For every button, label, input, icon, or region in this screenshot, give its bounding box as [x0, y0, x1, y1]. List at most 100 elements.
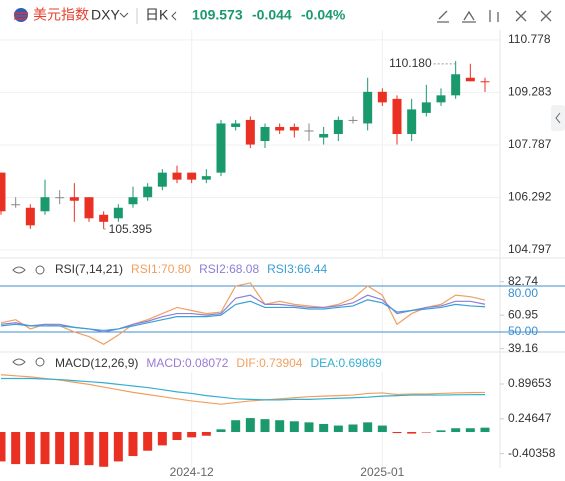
macd-bar: [187, 431, 197, 438]
macd-bar: [157, 431, 167, 446]
close-icon[interactable]: [540, 10, 552, 22]
macd-bar: [172, 431, 182, 441]
change-pct: -0.04%: [301, 7, 346, 23]
flag-icon: [14, 8, 28, 22]
macd-bar: [55, 431, 65, 465]
macd-bar: [143, 431, 153, 451]
macd-bar: [348, 424, 358, 432]
candle-body: [231, 123, 241, 127]
candle-body: [333, 119, 343, 134]
candle-body: [69, 197, 79, 201]
period[interactable]: 日K: [145, 7, 169, 23]
indicator-line: [0, 282, 486, 345]
indicator-line: [1, 377, 486, 401]
symbol[interactable]: DXY: [91, 7, 120, 23]
macd-bar: [407, 431, 417, 434]
y-tick-label: 106.292: [508, 190, 552, 204]
side-tab[interactable]: [551, 105, 565, 131]
macd-bar: [84, 431, 94, 466]
y-tick-label: 39.16: [508, 341, 538, 355]
candle-body: [392, 98, 402, 134]
max-label: 110.180: [389, 56, 432, 70]
macd-bar: [319, 423, 329, 432]
y-tick-label: 104.797: [508, 242, 552, 256]
candle-body: [11, 204, 21, 206]
macd-bar: [113, 431, 123, 462]
candle-body: [319, 133, 329, 138]
legend-item: RSI1:70.80: [131, 262, 191, 276]
candle-body: [113, 207, 123, 219]
candle-body: [40, 197, 50, 212]
candle-body: [143, 186, 153, 198]
candle-body: [377, 91, 387, 103]
candle-body: [304, 130, 314, 132]
eye-icon[interactable]: [12, 266, 26, 274]
macd-bar: [0, 431, 6, 462]
y-tick-label: 110.778: [508, 32, 551, 46]
candle-body: [245, 119, 255, 145]
period-arrow[interactable]: [171, 11, 177, 21]
candle-body: [128, 197, 138, 205]
gear-icon[interactable]: [35, 265, 45, 275]
y-tick-label: 50.00: [508, 324, 538, 338]
candle-body: [348, 119, 358, 121]
candle-body: [99, 214, 109, 222]
candle-body: [201, 176, 211, 180]
candle-body: [260, 126, 270, 142]
candle-body: [0, 172, 6, 212]
x-tick-label: 2025-01: [360, 465, 404, 479]
macd-bar: [231, 420, 241, 432]
indicator-title: RSI(7,14,21): [55, 262, 123, 276]
indicator-line: [0, 299, 486, 332]
legend-item: RSI2:68.08: [199, 262, 259, 276]
index-name: 美元指数: [33, 7, 89, 23]
candle-body: [25, 207, 35, 226]
y-tick-label: 107.787: [508, 137, 552, 151]
candle-body: [157, 172, 167, 187]
macd-bar: [363, 422, 373, 432]
candle-body: [216, 123, 226, 173]
macd-bar: [304, 422, 314, 432]
candle-body: [84, 197, 94, 219]
macd-bar: [333, 425, 343, 432]
y-tick-label: -0.40358: [508, 446, 556, 460]
candle-body: [407, 109, 417, 134]
side-tab-arrow[interactable]: [555, 112, 561, 124]
macd-bar: [480, 427, 490, 432]
macd-bar: [451, 428, 461, 432]
legend-item: RSI3:66.44: [267, 262, 327, 276]
macd-bar: [128, 431, 138, 457]
macd-bar: [99, 431, 109, 467]
y-tick-label: 109.283: [508, 85, 552, 99]
macd-bar: [465, 428, 475, 432]
fullscreen-icon[interactable]: [515, 10, 527, 22]
indicator-title: MACD(12,26,9): [55, 356, 138, 370]
macd-bar: [289, 421, 299, 432]
candle-body: [451, 74, 461, 96]
change: -0.044: [252, 7, 292, 23]
y-tick-label: 80.00: [508, 286, 538, 300]
candle-body: [172, 172, 182, 180]
macd-bar: [40, 431, 50, 465]
indicator-icon[interactable]: [462, 10, 476, 23]
y-tick-label: 0.24647: [508, 411, 552, 425]
legend-item: DIF:0.73904: [236, 356, 302, 370]
legend-item: DEA:0.69869: [310, 356, 382, 370]
candle-body: [363, 91, 373, 124]
indicator-line: [0, 374, 486, 405]
gear-icon[interactable]: [35, 357, 45, 367]
macd-bar: [11, 431, 21, 465]
candle-body: [421, 102, 431, 113]
candle-icon[interactable]: [489, 10, 499, 22]
macd-bar: [377, 425, 387, 432]
min-label: 105.395: [109, 222, 153, 236]
y-tick-label: 0.89653: [508, 376, 552, 390]
candle-body: [275, 126, 285, 131]
draw-icon[interactable]: [437, 10, 449, 23]
eye-icon[interactable]: [12, 358, 26, 366]
candle-body: [480, 81, 490, 83]
candle-body: [289, 126, 299, 131]
macd-bar: [216, 429, 226, 432]
dropdown-arrow[interactable]: [119, 12, 129, 18]
